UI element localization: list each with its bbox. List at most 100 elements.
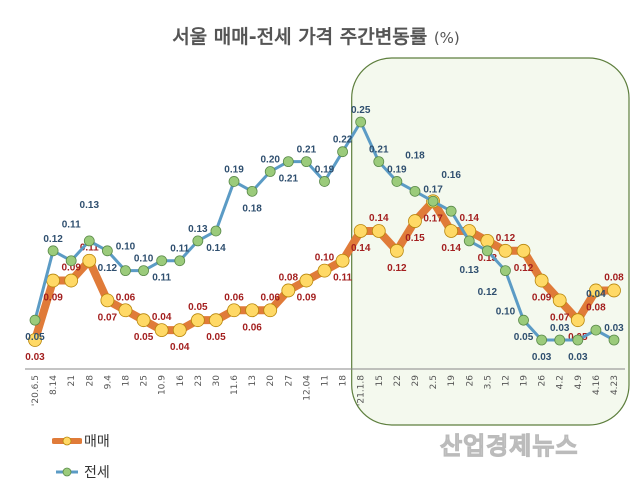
data-point: [64, 273, 79, 288]
series-jeonse: 0.05 0.12 0.11 0.13 0.12 0.10 0.10 0.11 0.11 0.13…: [25, 105, 624, 363]
data-label: 0.12: [478, 287, 498, 298]
data-label: 0.12: [496, 233, 516, 244]
data-label: 0.22: [333, 135, 353, 146]
data-point: [607, 283, 621, 298]
x-tick-label: 4.16: [592, 375, 602, 395]
data-label: 0.04: [170, 342, 190, 353]
legend-sale-marker-icon: [52, 436, 82, 446]
data-point: [589, 283, 603, 298]
data-label: 0.11: [62, 220, 81, 231]
x-tick-label: '20.6.5: [31, 375, 41, 406]
x-tick-label: 18: [339, 375, 349, 387]
data-point: [337, 146, 348, 158]
data-point: [355, 116, 367, 128]
data-point: [263, 303, 278, 318]
data-label: 0.11: [152, 273, 171, 284]
x-tick-label: 30: [212, 375, 222, 387]
data-label: 0.06: [242, 322, 262, 333]
data-point: [371, 224, 386, 238]
data-label: 0.08: [279, 272, 299, 283]
data-label: 0.11: [80, 243, 99, 254]
data-point: [552, 293, 567, 308]
data-point: [101, 245, 113, 257]
data-label: 0.05: [25, 332, 45, 343]
data-label: 0.09: [532, 293, 552, 304]
data-label: 0.11: [170, 244, 189, 255]
data-point: [28, 333, 42, 347]
data-label: 0.17: [423, 213, 443, 224]
x-tick-label: 19: [447, 375, 457, 387]
data-label: 0.13: [188, 224, 208, 235]
data-point: [281, 283, 296, 298]
data-label: 0.19: [315, 164, 335, 175]
data-label: 0.20: [260, 155, 280, 166]
data-label: 0.03: [568, 352, 588, 363]
x-tick-label: 9.4: [103, 375, 113, 390]
data-label: 0.13: [80, 200, 100, 211]
data-point: [554, 334, 566, 346]
data-label: 0.12: [43, 234, 63, 245]
data-label: 0.04: [586, 289, 606, 300]
data-point: [389, 243, 404, 258]
data-point: [536, 334, 548, 346]
title-unit: (%): [433, 29, 460, 47]
data-point: [174, 255, 186, 267]
x-tick-label: 22: [393, 375, 403, 386]
data-label: 0.06: [260, 292, 280, 303]
data-label: 0.19: [387, 164, 407, 175]
x-tick-label: 4.23: [610, 375, 620, 395]
data-label: 0.16: [441, 170, 461, 181]
data-label: 0.11: [333, 273, 352, 284]
data-label: 0.15: [405, 233, 425, 244]
x-tick-label: 4.9: [574, 375, 584, 390]
data-point: [317, 263, 332, 278]
x-tick-label: 11.6: [230, 375, 240, 395]
data-label: 0.05: [134, 332, 154, 343]
data-point: [228, 176, 240, 187]
data-point: [100, 293, 115, 308]
data-point: [299, 273, 314, 288]
data-point: [245, 303, 260, 318]
x-tick-label: 10.9: [158, 375, 168, 395]
data-point: [83, 235, 95, 247]
x-tick-label: 20: [266, 375, 276, 387]
x-tick-label: '21.1.8: [357, 375, 367, 406]
data-point: [498, 243, 513, 258]
x-tick-label: 19: [520, 375, 530, 387]
data-label: 0.05: [206, 332, 226, 343]
data-label: 0.12: [387, 263, 407, 274]
x-tick-label: 13: [248, 375, 258, 386]
data-label: 0.10: [315, 253, 335, 264]
data-label: 0.21: [297, 145, 317, 156]
data-label: 0.21: [279, 174, 299, 185]
data-label: 0.10: [116, 242, 136, 253]
data-point: [282, 156, 294, 168]
data-point: [264, 166, 276, 177]
x-tick-label: 18: [121, 375, 131, 387]
data-point: [518, 314, 529, 326]
x-tick-label: 16: [176, 375, 186, 387]
x-tick-label: 21: [67, 375, 77, 386]
data-label: 0.06: [224, 292, 244, 303]
x-tick-label: 2.5: [429, 375, 439, 389]
x-tick-label: 23: [194, 375, 204, 386]
data-label: 0.07: [98, 312, 118, 323]
data-point: [29, 314, 41, 326]
data-label: 0.09: [43, 293, 63, 304]
x-tick-label: 28: [85, 375, 95, 387]
data-label: 0.25: [351, 105, 371, 116]
data-label: 0.17: [423, 184, 443, 195]
chart-title: 서울 매매-전세 가격 주간변동률 (%): [0, 22, 632, 49]
x-tick-label: 25: [140, 375, 150, 386]
data-label: 0.13: [460, 265, 480, 276]
data-point: [65, 255, 77, 267]
data-point: [136, 313, 151, 328]
data-label: 0.09: [297, 293, 317, 304]
x-tick-label: 29: [411, 375, 421, 387]
legend-label: 매매: [84, 434, 110, 450]
watermark: 산업경제뉴스: [439, 432, 579, 461]
legend-jeonse-marker-icon: [56, 467, 78, 477]
x-tick-label: 12: [501, 375, 511, 386]
data-point: [46, 273, 60, 288]
data-point: [301, 156, 312, 168]
